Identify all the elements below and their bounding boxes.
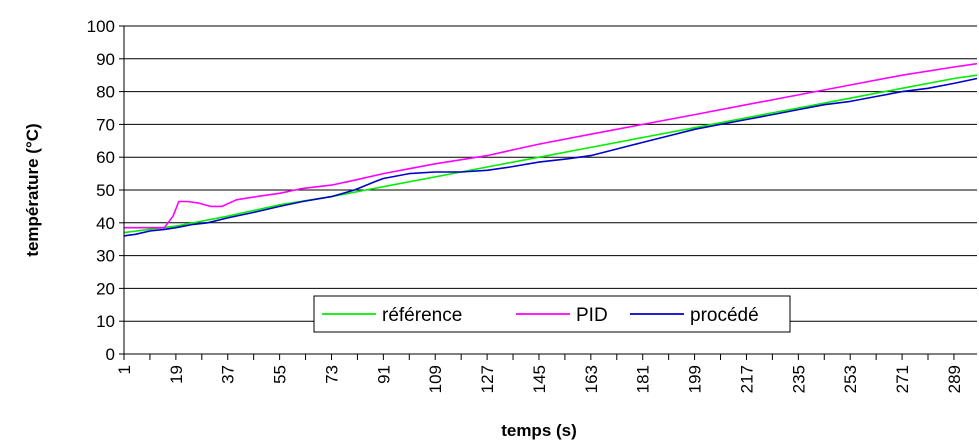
y-tick-label: 40 <box>96 214 115 233</box>
legend: référence PID procédé <box>313 295 791 333</box>
y-tick-label: 70 <box>96 115 115 134</box>
x-tick-label: 181 <box>634 365 653 393</box>
y-tick-labels: 0 10 20 30 40 50 60 70 80 90 100 <box>87 17 115 364</box>
y-tick-label: 50 <box>96 181 115 200</box>
axes <box>119 25 977 360</box>
x-tick-label: 37 <box>219 365 238 384</box>
x-tick-label: 91 <box>374 365 393 384</box>
x-tick-label: 217 <box>737 365 756 393</box>
y-tick-label: 60 <box>96 148 115 167</box>
x-tick-label: 109 <box>426 365 445 393</box>
x-tick-label: 73 <box>322 365 341 384</box>
series-lines <box>123 62 978 237</box>
x-tick-label: 271 <box>893 365 912 393</box>
x-tick-labels: 1 19 37 55 73 91 109 127 145 163 181 199 217 235 253 27… <box>115 365 964 393</box>
y-axis-title: température (°C) <box>23 123 42 256</box>
x-tick-label: 163 <box>582 365 601 393</box>
series-line-0 <box>123 74 978 234</box>
y-tick-label: 80 <box>96 83 115 102</box>
x-tick-label: 199 <box>686 365 705 393</box>
x-tick-label: 1 <box>115 365 134 374</box>
y-tick-label: 0 <box>106 345 115 364</box>
legend-label: référence <box>382 305 462 326</box>
y-tick-label: 20 <box>96 279 115 298</box>
x-tick-label: 289 <box>945 365 964 393</box>
x-tick-label: 55 <box>271 365 290 384</box>
grid-lines <box>124 25 977 322</box>
x-axis-title: temps (s) <box>501 421 577 440</box>
series-line-1 <box>124 62 978 229</box>
legend-label: PID <box>576 305 608 326</box>
y-tick-label: 10 <box>96 312 115 331</box>
y-tick-label: 90 <box>96 50 115 69</box>
series-line-2 <box>123 77 978 237</box>
x-tick-label: 127 <box>478 365 497 393</box>
y-tick-label: 100 <box>87 17 115 36</box>
x-tick-label: 235 <box>789 365 808 393</box>
x-tick-label: 19 <box>167 365 186 384</box>
x-tick-label: 253 <box>841 365 860 393</box>
x-tick-label: 145 <box>530 365 549 393</box>
legend-label: procédé <box>690 305 759 326</box>
y-tick-label: 30 <box>96 247 115 266</box>
